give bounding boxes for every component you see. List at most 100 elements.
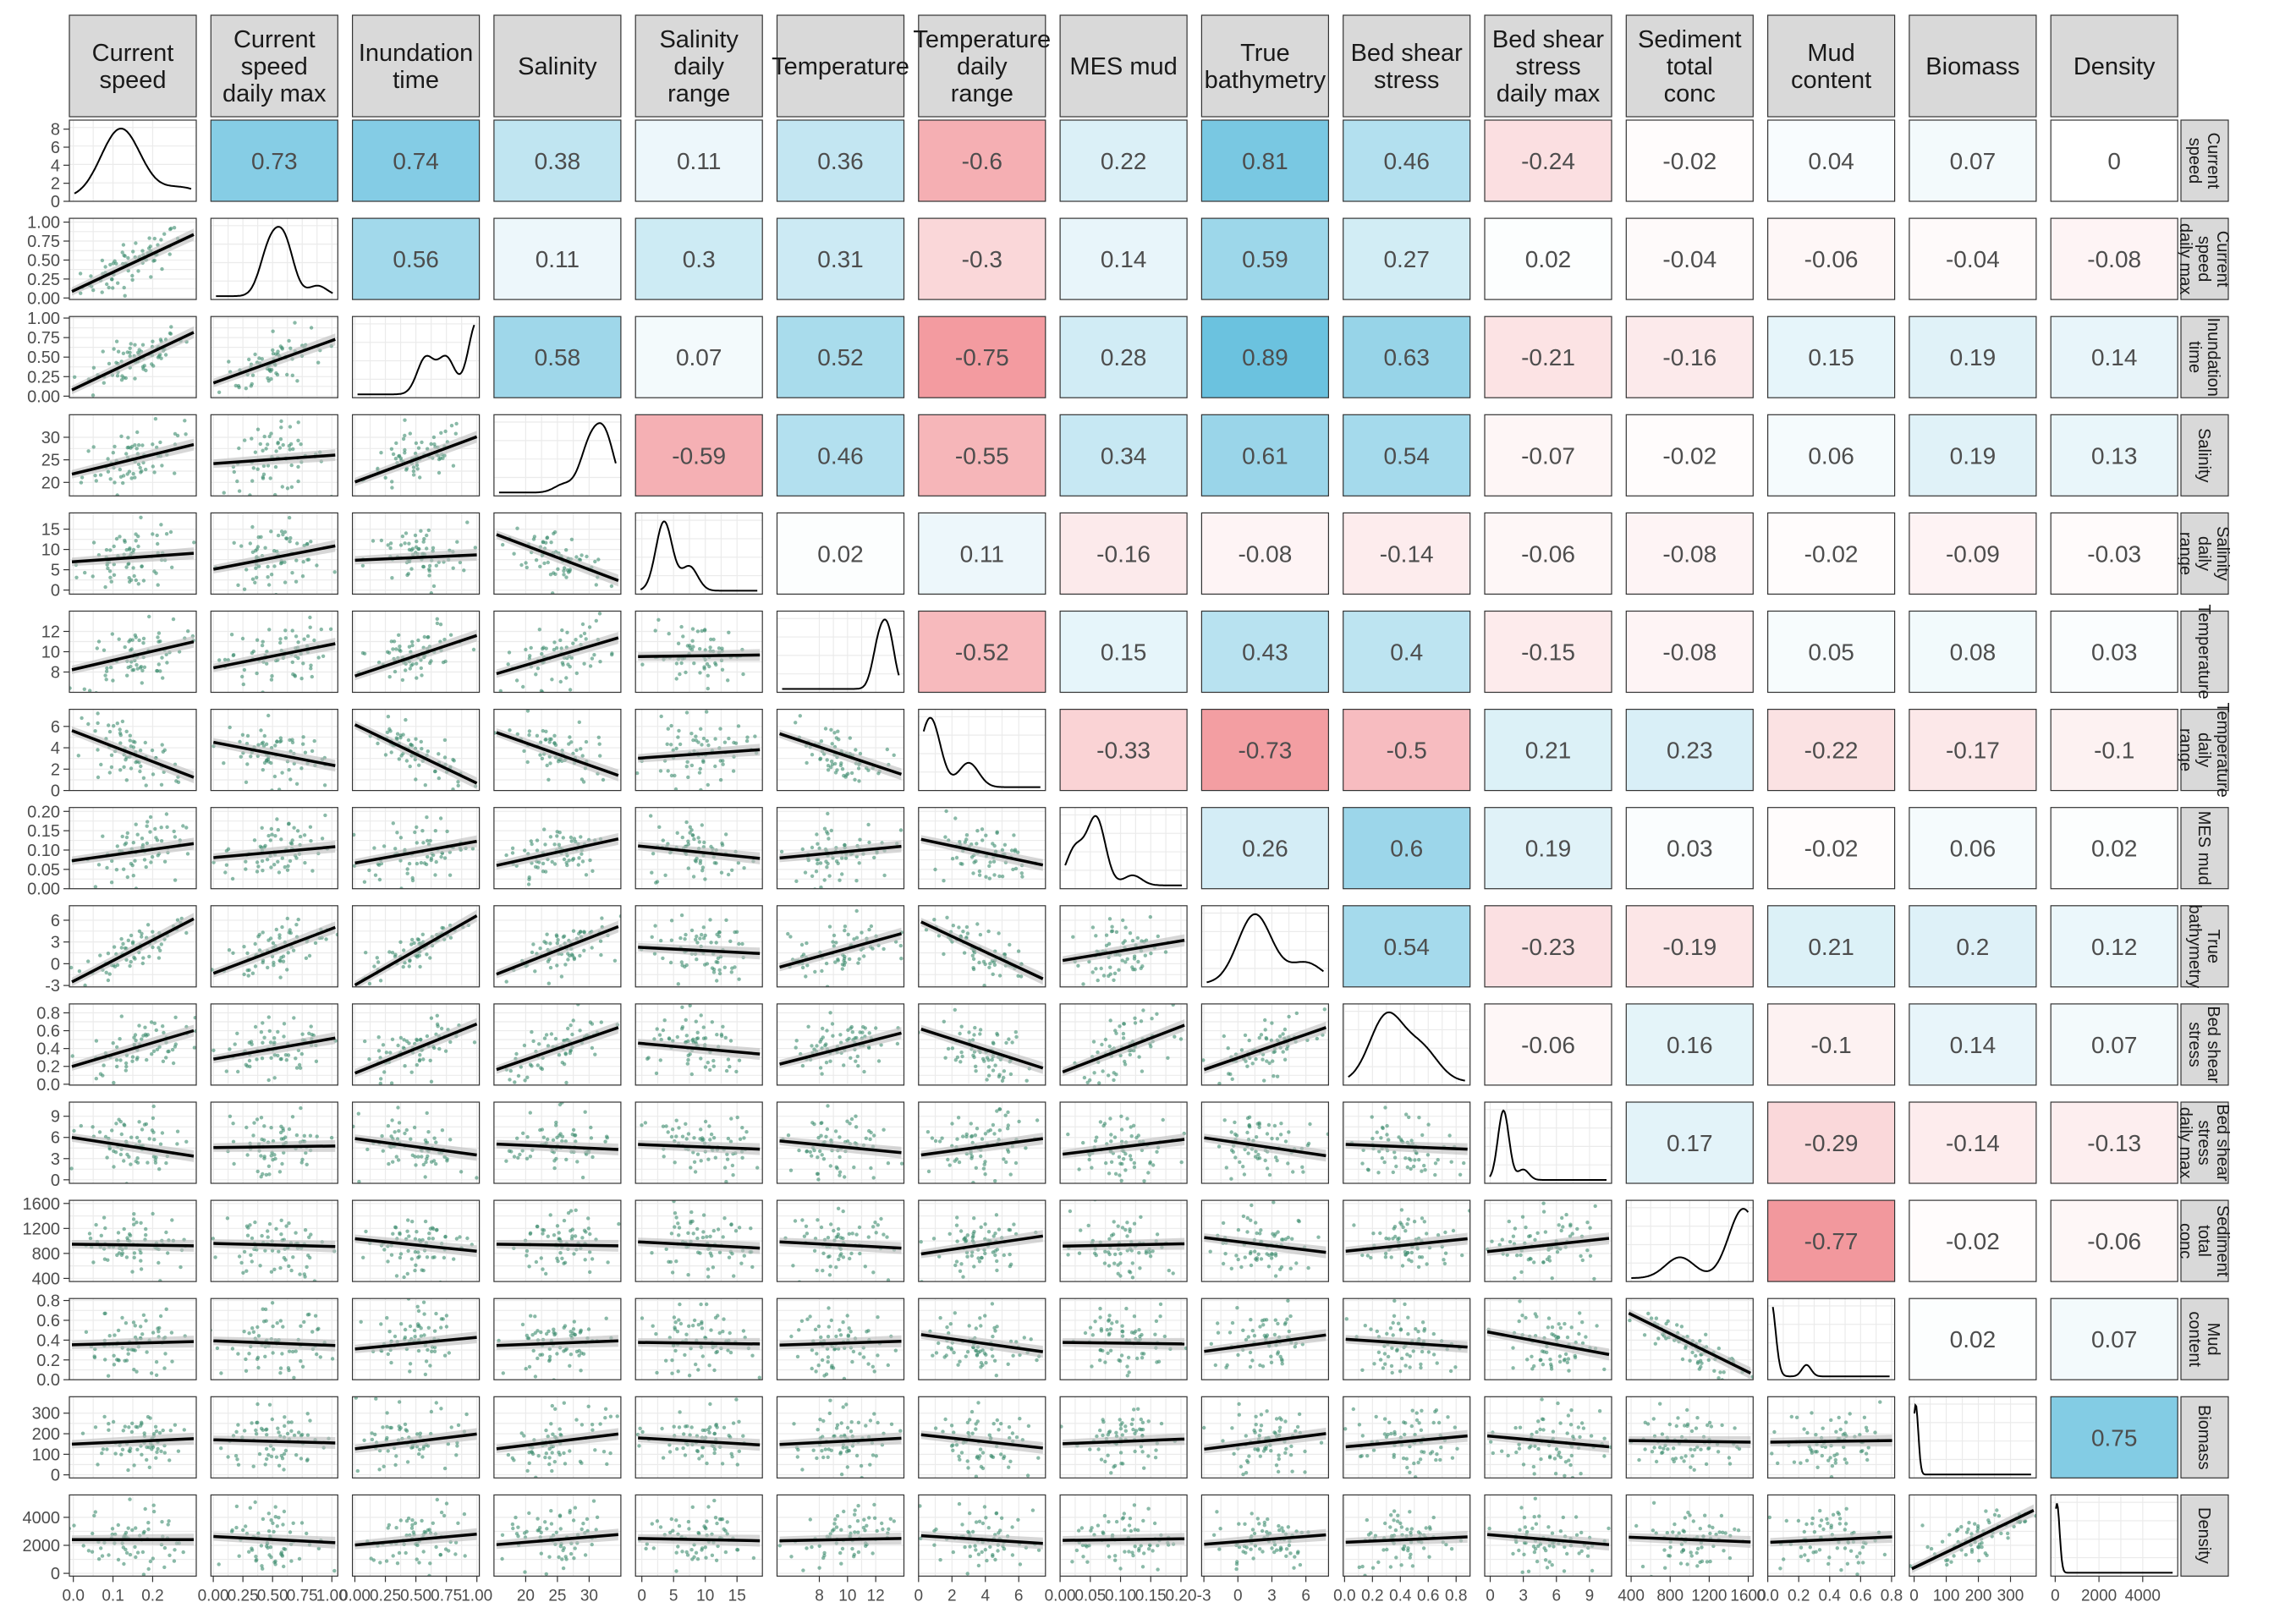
scatter-point <box>621 649 624 652</box>
row-strip-label: Salinity <box>2213 526 2232 580</box>
scatter-point <box>406 738 411 743</box>
scatter-point <box>651 852 656 856</box>
fit-line <box>354 634 478 678</box>
scatter-point <box>74 575 79 579</box>
scatter-point <box>1234 1254 1239 1258</box>
scatter-point <box>258 1264 262 1268</box>
scatter-point <box>1095 1135 1099 1139</box>
scatter-point <box>1116 1224 1120 1228</box>
scatter-point <box>695 941 700 945</box>
scatter-point <box>423 783 427 787</box>
scatter-point <box>691 738 695 743</box>
scatter-point <box>175 918 180 922</box>
row-strip-label: daily <box>2194 536 2213 571</box>
scatter-point <box>997 974 1002 978</box>
scatter-point <box>697 840 701 844</box>
scatter-point <box>120 834 124 839</box>
scatter-point <box>121 243 126 247</box>
scatter-point <box>1107 917 1112 921</box>
scatter-point <box>420 829 425 833</box>
scatter-point <box>390 951 395 955</box>
scatter-point <box>669 1232 674 1236</box>
scatter-point <box>441 456 445 460</box>
scatter-point <box>1117 1155 1122 1160</box>
scatter-point <box>151 464 155 469</box>
scatter-point <box>1111 1232 1116 1237</box>
scatter-point <box>1090 925 1096 930</box>
scatter-point <box>112 573 117 577</box>
scatter-point <box>124 1064 129 1069</box>
scatter-point <box>429 856 434 860</box>
scatter-point <box>537 1088 541 1091</box>
scatter-point <box>563 566 567 570</box>
correlation-value: 0.19 <box>1950 442 1997 469</box>
correlation-tile: -0.15 <box>1484 610 1612 694</box>
scatter-point <box>1123 1062 1128 1067</box>
correlation-tile: 0.4 <box>1343 610 1471 694</box>
correlation-value: 0.56 <box>393 246 439 272</box>
scatter-point <box>122 1226 126 1232</box>
scatter-point <box>566 1026 570 1031</box>
scatter-point <box>309 1024 313 1029</box>
scatter-point <box>525 1248 530 1254</box>
scatter-point <box>118 475 124 479</box>
scatter-point <box>991 1283 994 1287</box>
scatter-point <box>824 961 829 966</box>
scatter-point <box>678 672 682 677</box>
scatter-point <box>185 852 190 856</box>
scatter-point <box>1112 978 1116 983</box>
scatter-point <box>431 1226 436 1232</box>
scatter-point <box>281 532 285 537</box>
scatter-point <box>691 1232 695 1236</box>
scatter-point <box>580 859 585 864</box>
scatter-point <box>225 1216 230 1221</box>
scatter-point <box>131 841 135 845</box>
scatter-point <box>391 647 395 651</box>
scatter-point <box>730 1163 735 1168</box>
scatter-point <box>260 741 264 746</box>
scatter-point <box>1276 1230 1280 1234</box>
scatter-point <box>706 1157 711 1161</box>
scatter-point <box>268 838 272 842</box>
correlation-value: 0.15 <box>1808 344 1854 370</box>
scatter-point <box>1010 1040 1014 1045</box>
scatter-point <box>428 838 432 843</box>
correlation-value: 0.07 <box>676 344 722 370</box>
scatter-point <box>113 444 117 449</box>
scatter-point <box>831 940 835 944</box>
scatter-point <box>892 753 896 757</box>
scatter-point <box>950 1122 954 1126</box>
correlation-value: -0.75 <box>955 344 1009 370</box>
scatter-point <box>88 1236 93 1241</box>
correlation-value: 0.21 <box>1808 934 1854 960</box>
scatter-point <box>403 451 407 455</box>
scatter-point <box>161 1024 165 1029</box>
scatter-point <box>310 869 315 873</box>
scatter-point <box>1092 1071 1096 1075</box>
correlation-value: 0.02 <box>2091 836 2138 862</box>
scatter-point <box>242 587 247 591</box>
fit-line <box>71 551 195 564</box>
scatter-point <box>393 669 398 674</box>
scatter-point <box>285 968 289 972</box>
scatter-point <box>521 1131 525 1136</box>
scatter-point <box>388 1051 393 1055</box>
scatter-point <box>426 838 430 843</box>
scatter-point <box>819 739 824 743</box>
scatter-point <box>510 851 515 855</box>
scatter-point <box>571 1127 576 1133</box>
scatter-point <box>261 448 265 453</box>
scatter-point <box>855 1054 860 1059</box>
scatter-point <box>410 1153 415 1158</box>
scatter-point <box>151 259 156 263</box>
scatter-point <box>315 1134 319 1138</box>
scatter-point <box>1234 1133 1239 1138</box>
scatter-point <box>283 580 288 584</box>
scatter-point <box>1107 1237 1112 1242</box>
scatter-point <box>659 714 663 719</box>
scatter-point <box>588 1270 592 1275</box>
correlation-tile: 0.26 <box>1200 807 1330 890</box>
scatter-point <box>555 963 559 968</box>
